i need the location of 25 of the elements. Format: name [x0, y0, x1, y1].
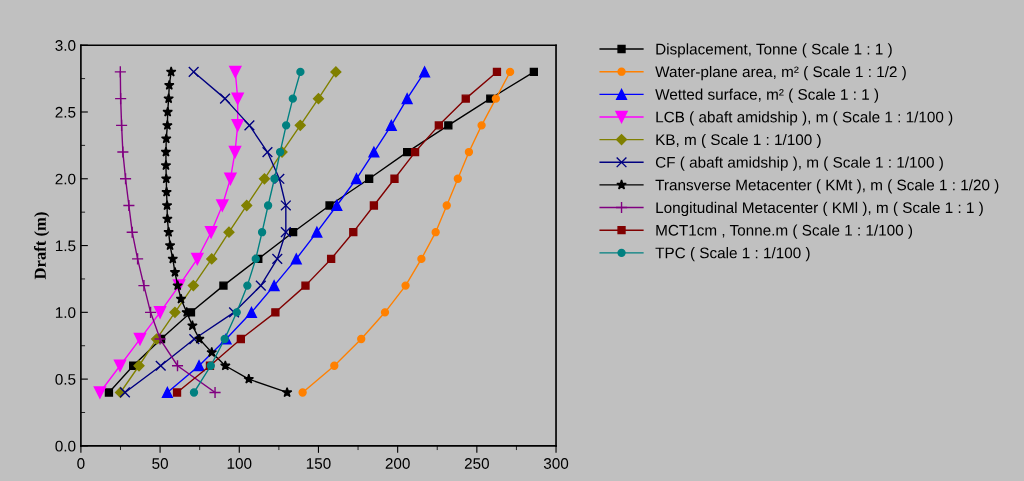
- x-tick-label: 0: [77, 458, 85, 469]
- legend-label: Longitudinal Metacenter ( KMl ), m ( Scale 1 : 1 ): [656, 201, 983, 217]
- legend-label: Transverse Metacenter ( KMt ), m ( Scale 1 : 1/20 ): [655, 179, 999, 194]
- x-tick-label: 200: [385, 458, 410, 469]
- x-tick-label: 250: [464, 458, 489, 469]
- legend-label: CF ( abaft amidship ), m ( Scale 1 : 1/100 ): [655, 156, 943, 171]
- y-tick-label: 1.0: [55, 307, 76, 319]
- legend-label: TPC ( Scale 1 : 1/100 ): [655, 247, 810, 262]
- x-tick-label: 100: [227, 458, 252, 469]
- legend-label: Wetted surface, m² ( Scale 1 : 1 ): [655, 88, 879, 103]
- y-tick-label: 0.0: [55, 440, 76, 452]
- legend-label: MCT1cm , Tonne.m ( Scale 1 : 1/100 ): [656, 224, 913, 239]
- y-tick-label: 2.5: [55, 106, 76, 118]
- x-tick-label: 150: [306, 458, 331, 469]
- legend-label: Water-plane area, m² ( Scale 1 : 1/2 ): [655, 65, 906, 81]
- x-tick-label: 300: [543, 458, 569, 469]
- y-tick-label: 1.5: [55, 240, 76, 252]
- y-axis-title: Draft (m): [33, 212, 50, 280]
- y-tick-label: 2.0: [55, 173, 76, 185]
- legend-label: LCB ( abaft amidship ), m ( Scale 1 : 1/100 ): [656, 111, 953, 126]
- legend-label: Displacement, Tonne ( Scale 1 : 1 ): [656, 43, 892, 58]
- y-tick-label: 0.5: [55, 373, 76, 385]
- x-tick-label: 50: [152, 458, 168, 469]
- y-tick-label: 3.0: [55, 40, 76, 51]
- legend-label: KB, m ( Scale 1 : 1/100 ): [656, 133, 821, 149]
